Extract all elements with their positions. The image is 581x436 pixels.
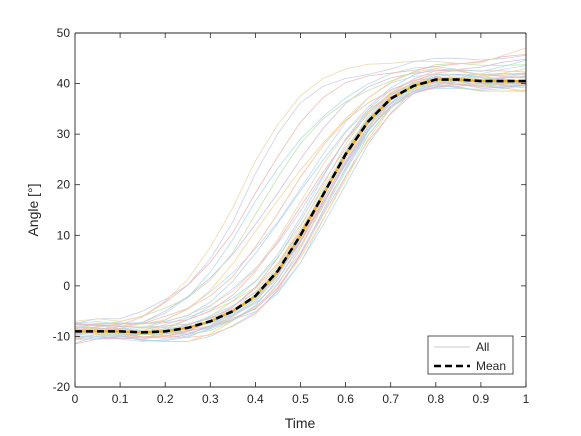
all-trace — [74, 70, 527, 334]
legend: All Mean — [427, 335, 514, 375]
x-tick-label: 0 — [72, 392, 79, 406]
legend-box — [427, 335, 514, 375]
all-trace — [74, 79, 527, 338]
y-tick-label: 0 — [63, 279, 70, 293]
y-tick-label: 30 — [57, 127, 71, 141]
x-tick-label: 0.1 — [112, 392, 129, 406]
x-tick-label: 0.7 — [382, 392, 399, 406]
all-trace — [74, 58, 527, 328]
mean-line — [75, 78, 526, 334]
all-trace — [74, 79, 527, 338]
all-trace — [74, 62, 527, 329]
all-trace — [74, 84, 526, 344]
x-tick-label: 0.8 — [427, 392, 444, 406]
all-trace — [74, 84, 527, 342]
all-traces — [74, 47, 527, 345]
all-trace — [74, 74, 527, 335]
y-axis-label: Angle [°] — [25, 183, 41, 236]
y-tick-label: -10 — [53, 329, 71, 343]
y-tick-label: 40 — [57, 77, 71, 91]
all-trace — [74, 68, 527, 328]
x-tick-label: 1 — [523, 392, 530, 406]
y-tick-label: 50 — [57, 26, 71, 40]
all-trace — [74, 78, 527, 336]
all-trace — [74, 70, 527, 331]
x-tick-label: 0.4 — [247, 392, 264, 406]
all-trace — [74, 68, 527, 327]
all-trace — [74, 73, 527, 334]
all-trace — [74, 84, 527, 342]
all-trace — [74, 76, 527, 335]
all-trace — [74, 78, 527, 338]
mean-layer — [75, 78, 526, 334]
x-tick-label: 0.6 — [337, 392, 354, 406]
all-trace — [74, 76, 527, 334]
y-tick-label: 10 — [57, 228, 71, 242]
all-trace — [74, 73, 527, 333]
all-trace — [74, 54, 527, 324]
all-trace — [74, 65, 527, 329]
x-tick-label: 0.3 — [202, 392, 219, 406]
x-axis-label: Time — [285, 415, 316, 431]
all-trace — [74, 80, 527, 339]
x-tick-label: 0.2 — [157, 392, 174, 406]
all-trace — [74, 75, 527, 335]
all-trace — [74, 73, 527, 335]
legend-all-label: All — [476, 340, 489, 354]
all-trace — [74, 80, 527, 338]
all-trace — [74, 54, 527, 326]
legend-mean-label: Mean — [476, 359, 506, 373]
all-trace — [74, 59, 527, 325]
all-trace — [74, 78, 527, 340]
y-tick-label: -20 — [53, 380, 71, 394]
all-trace — [74, 47, 527, 322]
all-trace — [74, 84, 527, 342]
x-tick-label: 0.5 — [292, 392, 309, 406]
all-trace — [74, 73, 527, 334]
y-tick-label: 20 — [57, 178, 71, 192]
x-tick-label: 0.9 — [473, 392, 490, 406]
ticks: 0 0.1 0.2 0.3 0.4 0.5 0.6 0.7 0.8 0.9 1 -20 -10 0 10 20… — [53, 26, 530, 406]
all-trace — [74, 82, 527, 340]
